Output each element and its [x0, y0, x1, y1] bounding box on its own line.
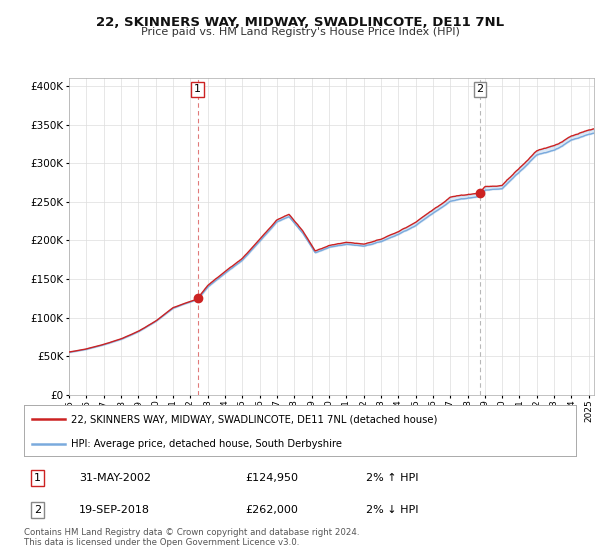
Text: 31-MAY-2002: 31-MAY-2002: [79, 473, 151, 483]
Text: 2: 2: [34, 505, 41, 515]
Text: 22, SKINNERS WAY, MIDWAY, SWADLINCOTE, DE11 7NL (detached house): 22, SKINNERS WAY, MIDWAY, SWADLINCOTE, D…: [71, 414, 437, 424]
Text: 1: 1: [34, 473, 41, 483]
Text: 2% ↓ HPI: 2% ↓ HPI: [366, 505, 419, 515]
Text: 1: 1: [194, 85, 201, 95]
Text: 2: 2: [476, 85, 484, 95]
Text: Price paid vs. HM Land Registry's House Price Index (HPI): Price paid vs. HM Land Registry's House …: [140, 27, 460, 37]
Text: 19-SEP-2018: 19-SEP-2018: [79, 505, 150, 515]
Text: £124,950: £124,950: [245, 473, 298, 483]
Text: Contains HM Land Registry data © Crown copyright and database right 2024.
This d: Contains HM Land Registry data © Crown c…: [24, 528, 359, 547]
Text: HPI: Average price, detached house, South Derbyshire: HPI: Average price, detached house, Sout…: [71, 438, 342, 449]
Text: 2% ↑ HPI: 2% ↑ HPI: [366, 473, 419, 483]
Text: 22, SKINNERS WAY, MIDWAY, SWADLINCOTE, DE11 7NL: 22, SKINNERS WAY, MIDWAY, SWADLINCOTE, D…: [96, 16, 504, 29]
Text: £262,000: £262,000: [245, 505, 298, 515]
